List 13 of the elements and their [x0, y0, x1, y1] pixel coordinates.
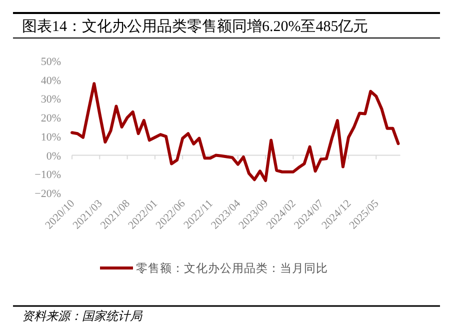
- y-tick-label: 10%: [40, 131, 61, 144]
- legend: 零售额：文化办公用品类：当月同比: [100, 263, 328, 275]
- line-series: [70, 82, 400, 182]
- y-tick-label: 50%: [40, 56, 61, 68]
- y-tick-label: 40%: [40, 74, 61, 87]
- legend-label: 零售额：文化办公用品类：当月同比: [136, 261, 328, 275]
- y-tick-label: 30%: [40, 94, 61, 106]
- text: 资料来源：国家统计局: [22, 309, 143, 323]
- y-tick-label: 20%: [40, 112, 61, 125]
- y-tick-label: −10%: [34, 169, 61, 182]
- y-tick-label: 0%: [46, 150, 61, 162]
- y-tick-label: −20%: [34, 188, 61, 200]
- chart-title: 图表14：文化办公用品类零售额同增6.20%至485亿元: [22, 18, 368, 35]
